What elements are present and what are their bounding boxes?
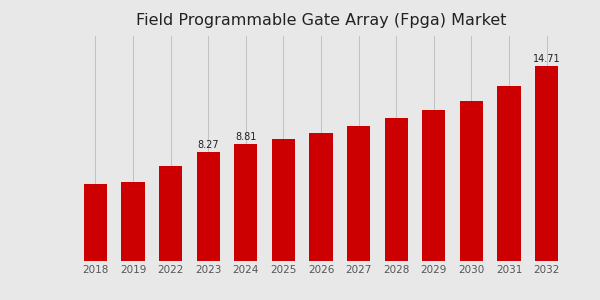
Bar — [121, 182, 145, 261]
Bar — [460, 101, 483, 261]
Title: Field Programmable Gate Array (Fpga) Market: Field Programmable Gate Array (Fpga) Mar… — [136, 13, 506, 28]
Bar — [385, 118, 408, 261]
Bar — [310, 133, 332, 261]
Bar — [197, 152, 220, 261]
Bar — [272, 139, 295, 261]
Bar — [497, 86, 521, 261]
Bar — [347, 126, 370, 261]
Bar — [234, 144, 257, 261]
Text: 8.81: 8.81 — [235, 132, 256, 142]
Bar — [535, 66, 558, 261]
Bar — [84, 184, 107, 261]
Bar — [159, 166, 182, 261]
Bar — [422, 110, 445, 261]
Text: 8.27: 8.27 — [197, 140, 219, 150]
Text: 14.71: 14.71 — [533, 54, 560, 64]
